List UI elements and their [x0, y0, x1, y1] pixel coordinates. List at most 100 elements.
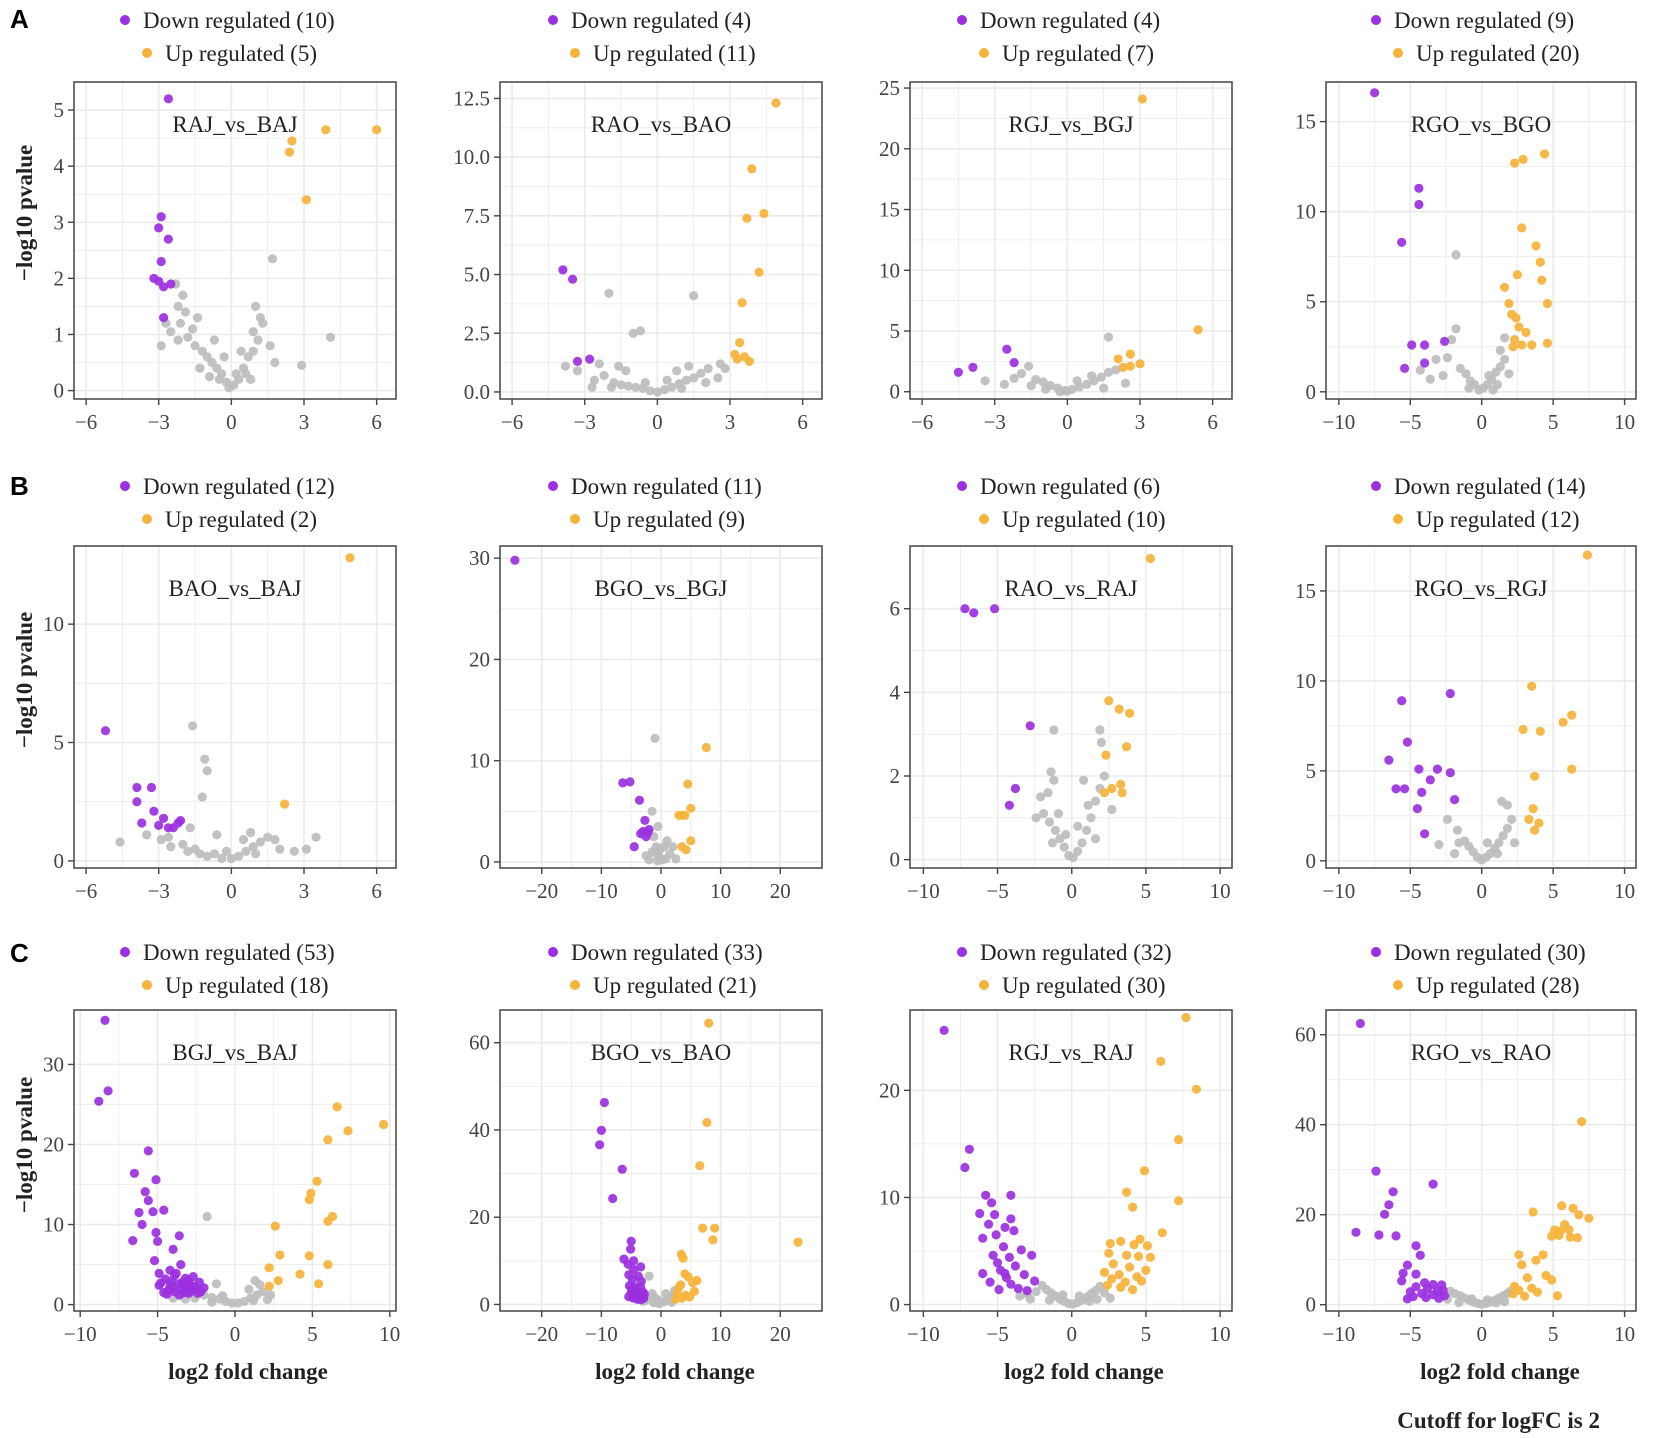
point-not-significant	[703, 363, 713, 374]
legend-down-label: Down regulated (6)	[980, 474, 1160, 499]
point-not-significant	[166, 327, 176, 337]
point-down-regulated	[1030, 1276, 1040, 1286]
point-down-regulated	[176, 1260, 186, 1270]
point-down-regulated	[154, 820, 164, 831]
x-tick-label: −10	[1322, 410, 1355, 434]
point-not-significant	[1105, 1293, 1115, 1303]
point-not-significant	[209, 849, 219, 859]
point-down-regulated	[988, 1250, 998, 1260]
volcano-panel-bgj-vs-baj: Down regulated (53) Up regulated (18) BGJ_…	[43, 940, 400, 1346]
point-not-significant	[1103, 367, 1114, 377]
point-not-significant	[188, 324, 198, 334]
y-tick-label: 5	[54, 98, 65, 122]
point-down-regulated	[981, 1190, 991, 1200]
point-not-significant	[1492, 849, 1502, 859]
points	[1384, 550, 1592, 865]
point-down-regulated	[137, 1219, 147, 1230]
point-up-regulated	[759, 208, 769, 219]
point-not-significant	[1103, 332, 1114, 342]
y-tick-label: 20	[1295, 1203, 1316, 1227]
point-down-regulated	[1370, 88, 1380, 98]
point-down-regulated	[132, 782, 142, 793]
y-tick-label: 0	[890, 848, 901, 872]
y-tick-label: 30	[469, 546, 490, 570]
point-up-regulated	[793, 1237, 803, 1247]
row-label-c: C	[10, 938, 29, 968]
point-not-significant	[326, 332, 336, 342]
x-axis-ticks: −6 −3 0 3 6	[75, 399, 382, 434]
legend-down-marker	[957, 15, 967, 25]
point-not-significant	[246, 374, 256, 384]
point-not-significant	[255, 313, 265, 323]
legend: Down regulated (53) Up regulated (18)	[120, 940, 335, 998]
point-down-regulated	[1420, 829, 1430, 839]
point-down-regulated	[175, 816, 186, 826]
point-not-significant	[1452, 825, 1462, 835]
point-not-significant	[1442, 814, 1452, 825]
point-not-significant	[1038, 377, 1048, 387]
point-down-regulated	[143, 1146, 153, 1156]
point-not-significant	[701, 378, 711, 388]
point-up-regulated	[744, 356, 755, 366]
point-not-significant	[1079, 775, 1089, 785]
point-down-regulated	[1000, 1268, 1010, 1279]
point-down-regulated	[1384, 755, 1394, 765]
point-down-regulated	[992, 1258, 1003, 1268]
point-up-regulated	[1122, 1187, 1132, 1197]
point-down-regulated	[1022, 1286, 1032, 1296]
point-not-significant	[197, 792, 207, 802]
x-tick-label: −6	[75, 410, 97, 434]
point-up-regulated	[698, 1223, 708, 1233]
panel-frame	[1325, 545, 1637, 869]
x-axis-ticks: −20 −10 0 10 20	[525, 1311, 791, 1346]
point-not-significant	[1502, 800, 1512, 810]
point-down-regulated	[1010, 1261, 1021, 1271]
point-up-regulated	[683, 779, 693, 789]
point-not-significant	[1082, 825, 1092, 836]
y-axis-ticks: 0 2 4 6	[890, 597, 910, 872]
point-up-regulated	[1137, 94, 1147, 104]
point-not-significant	[1082, 379, 1092, 389]
x-tick-label: −5	[986, 1322, 1008, 1346]
panel-title: RGJ_vs_RAJ	[1008, 1040, 1133, 1065]
point-not-significant	[1084, 1296, 1095, 1306]
x-axis-ticks: −6 −3 0 3 6	[75, 868, 382, 903]
point-down-regulated	[1004, 1252, 1015, 1262]
point-up-regulated	[270, 1221, 280, 1231]
point-up-regulated	[1528, 804, 1538, 814]
point-up-regulated	[1116, 779, 1126, 790]
panel-frame	[909, 81, 1233, 400]
x-axis-ticks: −20 −10 0 10 20	[525, 868, 791, 903]
point-not-significant	[248, 346, 258, 356]
y-axis-ticks: 0 5 10	[43, 612, 74, 873]
x-tick-label: −6	[911, 410, 933, 434]
y-axis-ticks: 0 20 40 60	[1295, 1023, 1326, 1317]
panel-title: BGO_vs_BGJ	[595, 576, 728, 601]
legend-up-label: Up regulated (9)	[593, 507, 745, 532]
point-not-significant	[1450, 849, 1460, 859]
point-up-regulated	[1101, 750, 1111, 760]
legend-up-marker	[979, 980, 989, 990]
point-not-significant	[1099, 771, 1109, 781]
panel-title: RGO_vs_BGO	[1411, 112, 1552, 137]
point-down-regulated	[1445, 768, 1455, 778]
legend-down-label: Down regulated (33)	[571, 940, 763, 965]
point-down-regulated	[568, 274, 578, 284]
point-not-significant	[1495, 362, 1505, 372]
point-not-significant	[1107, 804, 1117, 815]
point-up-regulated	[1118, 362, 1128, 372]
gridlines	[910, 82, 1232, 399]
y-tick-label: 2.5	[464, 321, 490, 345]
point-not-significant	[246, 827, 256, 838]
y-axis-ticks: 0.0 2.5 5.0 7.5 10.0 12.5	[453, 86, 500, 404]
point-up-regulated	[1558, 717, 1568, 727]
y-tick-label: 15	[879, 198, 900, 222]
point-up-regulated	[678, 1253, 688, 1263]
y-tick-label: 20	[469, 647, 490, 671]
point-not-significant	[1467, 1294, 1477, 1304]
point-not-significant	[684, 361, 694, 371]
legend-up-label: Up regulated (30)	[1002, 973, 1166, 998]
point-down-regulated	[188, 1272, 198, 1282]
point-up-regulated	[1518, 154, 1528, 164]
point-up-regulated	[686, 836, 696, 846]
